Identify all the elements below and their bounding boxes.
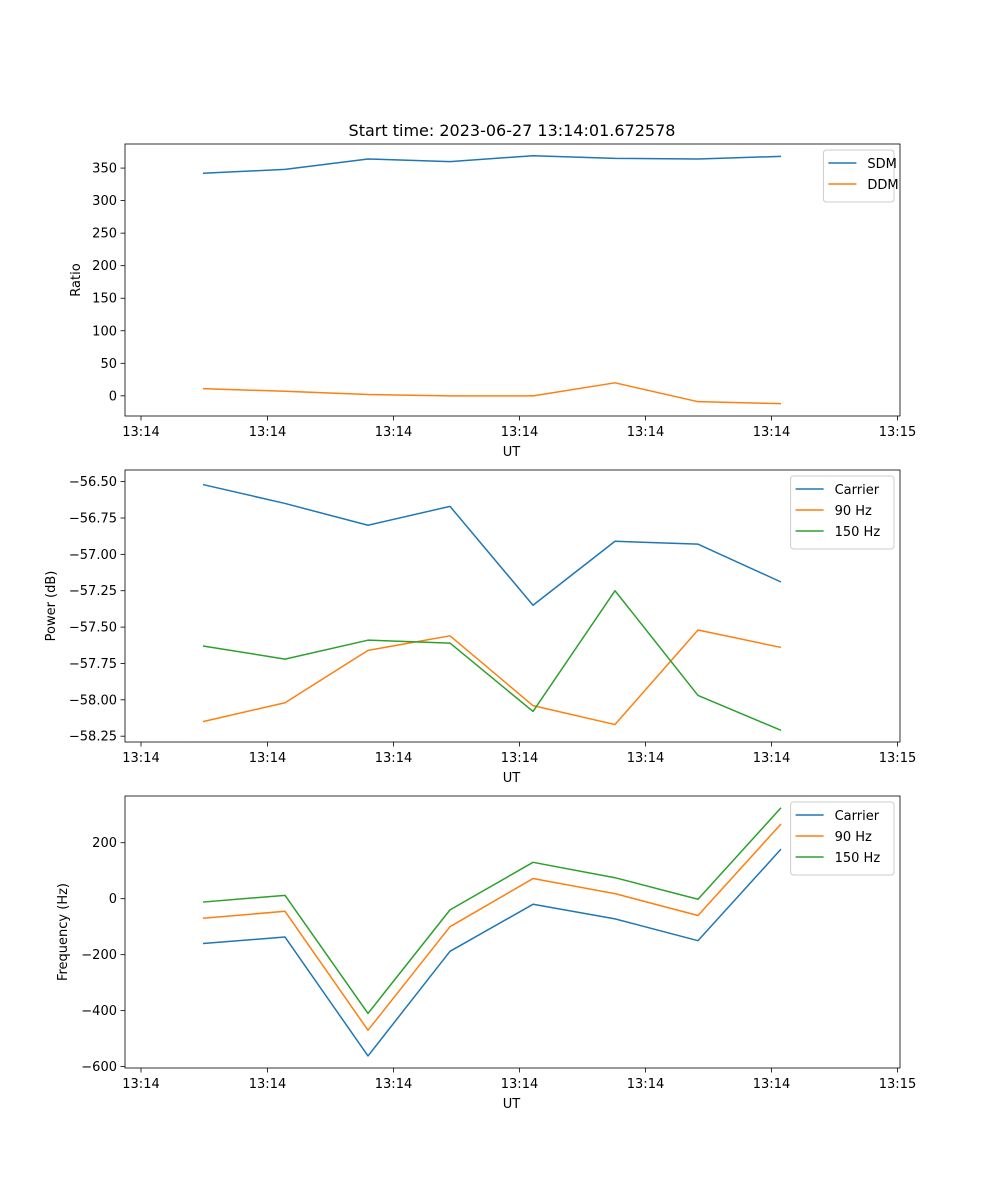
y-tick-label: −200 [81,948,117,963]
y-tick-label: 100 [92,324,117,339]
y-tick-label: −57.00 [69,548,117,563]
y-tick-label: 350 [92,162,117,177]
y-tick-label: −600 [81,1060,117,1075]
series-line-150-hz [202,807,782,1015]
series-line-150-hz [202,589,782,732]
y-axis-label: Power (dB) [44,571,59,642]
y-tick-label: −58.00 [69,693,117,708]
subplot-2: 13:14 13:14 13:14 13:14 13:14 13:14 13:15 −58.2… [44,469,916,786]
series-line-sdm [202,154,782,175]
x-tick-label: 13:14 [249,751,286,766]
y-tick-label: 0 [109,389,117,404]
series-line-90-hz [202,823,782,1031]
x-tick-label: 13:14 [375,425,412,440]
legend: SDM DDM [822,149,899,203]
x-tick-label: 13:14 [753,751,790,766]
x-tick-label: 13:14 [249,1077,286,1092]
x-axis-label: UT [503,771,521,786]
x-axis-label: UT [503,1097,521,1112]
series-line-90-hz [202,629,782,726]
x-tick-label: 13:14 [375,1077,412,1092]
x-tick-label: 13:14 [501,751,538,766]
subplot-3: 13:14 13:14 13:14 13:14 13:14 13:14 13:15 −600 −… [56,795,916,1112]
x-tick-label: 13:14 [375,751,412,766]
x-tick-label: 13:15 [879,751,916,766]
series-line-ddm [202,382,782,405]
y-tick-label: 200 [92,836,117,851]
y-tick-label: −57.25 [69,584,117,599]
legend-label: Carrier [835,809,880,824]
axes-frame [124,795,901,1069]
x-tick-label: 13:15 [879,1077,916,1092]
legend-label: 90 Hz [835,830,872,845]
y-tick-label: 150 [92,292,117,307]
legend-label: 90 Hz [835,504,872,519]
x-tick-label: 13:14 [501,1077,538,1092]
axes-frame [124,469,901,743]
x-tick-label: 13:14 [627,425,664,440]
legend-label: 150 Hz [835,525,881,540]
x-tick-label: 13:14 [249,425,286,440]
axes-frame [124,143,901,417]
x-tick-label: 13:14 [122,751,159,766]
y-tick-label: −56.75 [69,512,117,527]
y-tick-label: −58.25 [69,730,117,745]
x-tick-label: 13:14 [501,425,538,440]
y-tick-label: 50 [100,357,117,372]
legend: Carrier 90 Hz 150 Hz [790,475,895,550]
x-tick-label: 13:14 [122,425,159,440]
x-tick-label: 13:14 [122,1077,159,1092]
y-tick-label: 300 [92,194,117,209]
y-tick-label: −56.50 [69,475,117,490]
legend-label: DDM [867,178,898,193]
x-tick-label: 13:14 [627,1077,664,1092]
figure-title: Start time: 2023-06-27 13:14:01.672578 [349,121,676,140]
y-tick-label: −57.75 [69,657,117,672]
series-line-carrier [202,483,782,607]
legend-label: Carrier [835,483,880,498]
x-tick-label: 13:14 [627,751,664,766]
x-tick-label: 13:14 [753,1077,790,1092]
y-tick-label: 200 [92,259,117,274]
series-line-carrier [202,848,782,1057]
y-tick-label: −57.50 [69,621,117,636]
y-tick-label: 250 [92,227,117,242]
y-axis-label: Ratio [69,263,84,296]
subplot-1: 13:14 13:14 13:14 13:14 13:14 13:14 13:15 0 50 10… [69,143,916,460]
y-tick-label: −400 [81,1004,117,1019]
x-tick-label: 13:14 [753,425,790,440]
legend: Carrier 90 Hz 150 Hz [790,801,895,876]
legend-label: SDM [867,157,896,172]
legend-label: 150 Hz [835,851,881,866]
x-tick-label: 13:15 [879,425,916,440]
x-axis-label: UT [503,445,521,460]
y-tick-label: 0 [109,892,117,907]
y-axis-label: Frequency (Hz) [56,883,71,981]
